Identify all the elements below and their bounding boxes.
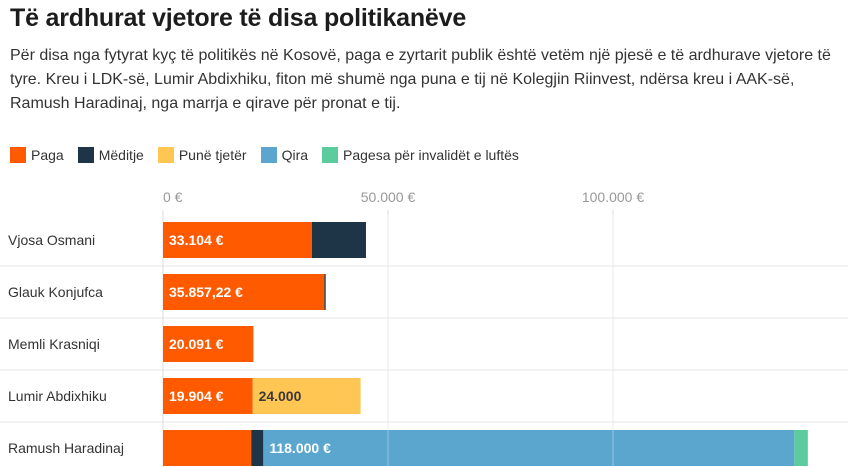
legend-label-pune-tjeter: Punë tjetër — [178, 147, 247, 163]
bar-pune-tjeter — [252, 378, 361, 414]
data-label: 33.104 € — [169, 232, 224, 248]
bar-paga — [163, 326, 254, 362]
legend-label-invalidet: Pagesa për invalidët e luftës — [343, 147, 519, 163]
legend-item-pune-tjeter: Punë tjetër — [157, 147, 247, 163]
bar-meditje — [324, 274, 326, 310]
legend-item-qira: Qira — [260, 147, 309, 163]
legend-label-meditje: Mëditje — [98, 147, 144, 163]
bar-qira — [263, 430, 795, 466]
legend-swatch-paga — [10, 147, 26, 163]
data-label: 20.091 € — [169, 336, 224, 352]
bar-meditje — [251, 430, 264, 466]
data-label: 118.000 € — [269, 440, 331, 456]
bar-paga — [163, 222, 312, 258]
legend: Paga Mëditje Punë tjetër Qira Pagesa për… — [10, 147, 519, 163]
data-label: 35.857,22 € — [169, 284, 243, 300]
legend-swatch-qira — [260, 147, 277, 163]
data-label: 24.000 — [259, 388, 302, 404]
legend-label-paga: Paga — [31, 147, 64, 163]
y-category-label: Glauk Konjufca — [8, 284, 103, 300]
data-label: 19.904 € — [169, 388, 224, 404]
legend-item-meditje: Mëditje — [77, 147, 144, 163]
chart-subtitle: Për disa nga fytyrat kyç të politikës në… — [10, 47, 831, 112]
bar-pagesa-per-invalidet-e-luftes — [794, 430, 808, 466]
x-tick-label: 100.000 € — [582, 189, 644, 205]
x-tick-label: 0 € — [163, 189, 183, 205]
y-category-label: Vjosa Osmani — [8, 232, 95, 248]
x-tick-label: 50.000 € — [361, 189, 416, 205]
bar-paga — [163, 274, 325, 310]
y-category-label: Lumir Abdixhiku — [8, 388, 107, 404]
y-category-label: Memli Krasniqi — [8, 336, 100, 352]
legend-swatch-invalidet — [322, 147, 339, 163]
legend-label-qira: Qira — [281, 147, 309, 163]
legend-item-paga: Paga — [10, 147, 64, 163]
bar-meditje — [311, 222, 366, 258]
y-category-label: Ramush Haradinaj — [8, 440, 124, 456]
legend-item-invalidet: Pagesa për invalidët e luftës — [322, 147, 519, 163]
legend-swatch-pune-tjeter — [157, 147, 174, 163]
chart-title: Të ardhurat vjetore të disa politikanëve — [10, 4, 467, 32]
bar-paga — [163, 430, 252, 466]
bar-paga — [163, 378, 253, 414]
bar-chart: 0 € 50.000 € 100.000 € Vjosa Osmani 33.104 €… — [0, 189, 848, 467]
legend-swatch-meditje — [77, 147, 94, 163]
